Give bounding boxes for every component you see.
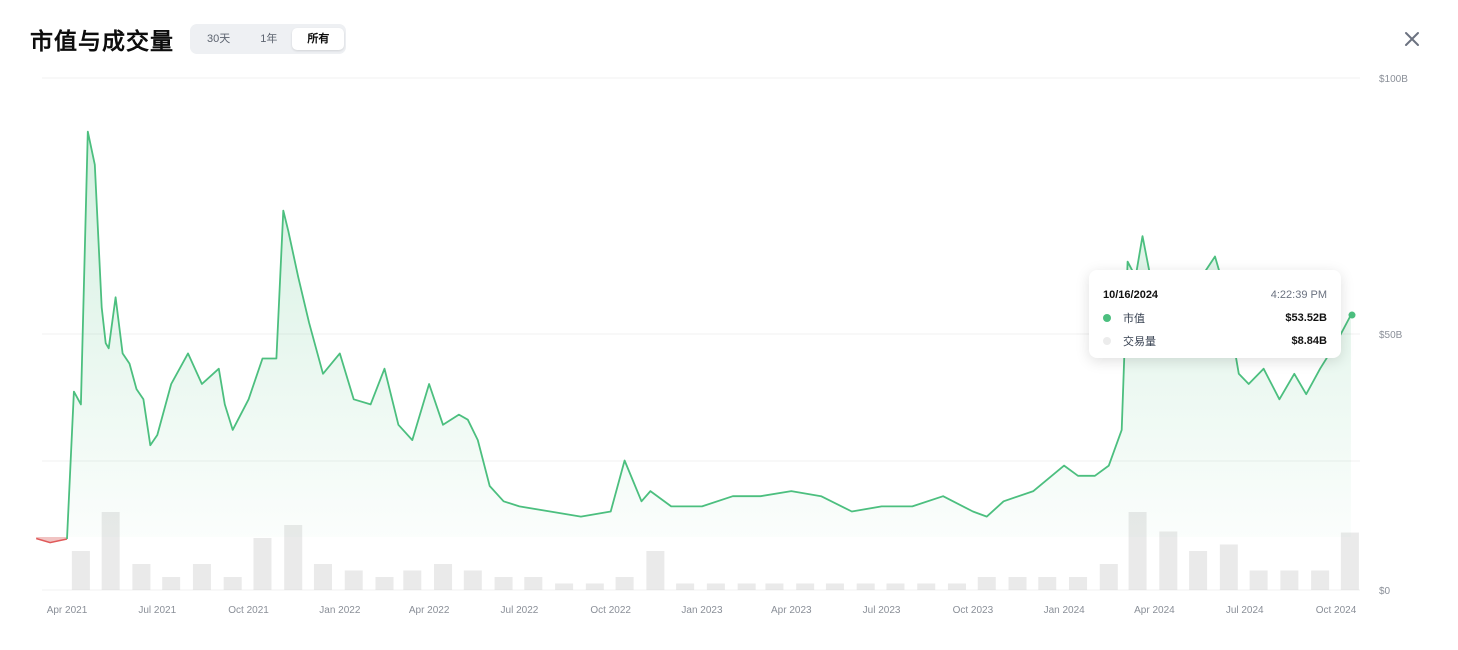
volume-bar: [1340, 532, 1359, 590]
y-tick-label: $100B: [1379, 74, 1408, 85]
volume-bar: [192, 564, 211, 590]
volume-bar: [947, 583, 966, 590]
hover-point: [1348, 311, 1356, 319]
volume-bar: [765, 583, 784, 590]
volume-bar: [796, 583, 815, 590]
volume-bar: [706, 583, 725, 590]
volume-legend-dot: [1103, 336, 1111, 345]
volume-bar: [1159, 531, 1178, 590]
volume-bar: [585, 583, 604, 590]
time-range-selector: 30天 1年 所有: [190, 24, 347, 54]
volume-bar: [463, 570, 482, 590]
close-icon[interactable]: [1400, 27, 1424, 51]
volume-bar: [886, 583, 905, 590]
negative-area: [36, 537, 67, 543]
tooltip-volume-label: 交易量: [1123, 335, 1156, 348]
market-cap-area: [36, 131, 1351, 543]
x-tick-label: Oct 2023: [953, 605, 994, 616]
volume-bar: [284, 525, 303, 590]
x-tick-label: Jul 2024: [1226, 605, 1264, 616]
x-tick-label: Apr 2023: [771, 605, 812, 616]
x-tick-label: Jan 2022: [319, 605, 361, 616]
volume-bar: [676, 583, 695, 590]
volume-bar: [555, 583, 574, 590]
volume-bar: [162, 577, 181, 590]
volume-bar: [344, 570, 363, 590]
volume-bar: [434, 564, 453, 590]
tooltip-market-cap-label: 市值: [1123, 312, 1145, 325]
volume-bar: [1280, 570, 1299, 590]
volume-bar: [494, 577, 513, 590]
volume-bar: [313, 564, 332, 590]
x-tick-label: Oct 2021: [228, 605, 269, 616]
chart-header: 市值与成交量 30天 1年 所有: [30, 22, 347, 56]
volume-bar: [253, 538, 272, 590]
range-1y-button[interactable]: 1年: [260, 33, 278, 45]
tooltip-date: 10/16/2024: [1103, 288, 1159, 301]
volume-bar: [1099, 564, 1118, 590]
volume-bar: [132, 564, 151, 590]
volume-bar: [71, 551, 90, 590]
range-30d-button[interactable]: 30天: [207, 33, 231, 45]
volume-bar: [646, 551, 665, 590]
volume-bar: [1219, 544, 1238, 590]
x-tick-label: Apr 2024: [1134, 605, 1175, 616]
volume-bar: [403, 570, 422, 590]
tooltip-volume-value: $8.84B: [1291, 334, 1327, 347]
chart-title: 市值与成交量: [30, 28, 174, 54]
volume-bar: [737, 583, 756, 590]
x-tick-label: Jan 2023: [681, 605, 723, 616]
volume-bar: [615, 577, 634, 590]
range-all-button[interactable]: 所有: [292, 28, 345, 50]
tooltip-market-cap-value: $53.52B: [1285, 311, 1327, 324]
x-tick-label: Jul 2023: [863, 605, 901, 616]
volume-bar: [1038, 577, 1057, 590]
y-tick-label: $50B: [1379, 330, 1403, 341]
volume-bar: [1008, 577, 1027, 590]
volume-bar: [1189, 551, 1208, 590]
x-tick-label: Oct 2022: [590, 605, 631, 616]
x-tick-label: Apr 2022: [409, 605, 450, 616]
x-tick-label: Apr 2021: [47, 605, 88, 616]
hover-tooltip: 10/16/2024 4:22:39 PM 市值 $53.52B 交易量 $8.…: [1089, 270, 1341, 358]
volume-bar: [1249, 570, 1268, 590]
x-tick-label: Jan 2024: [1044, 605, 1086, 616]
volume-bar: [917, 583, 936, 590]
x-tick-label: Jul 2021: [138, 605, 176, 616]
y-tick-label: $0: [1379, 586, 1391, 597]
x-tick-label: Jul 2022: [501, 605, 539, 616]
volume-bar: [375, 577, 394, 590]
volume-bar: [856, 583, 875, 590]
volume-bar: [825, 583, 844, 590]
volume-bar: [977, 577, 996, 590]
tooltip-time: 4:22:39 PM: [1270, 288, 1327, 301]
x-tick-label: Oct 2024: [1316, 605, 1357, 616]
market-cap-legend-dot: [1103, 313, 1111, 322]
volume-bar: [1311, 570, 1330, 590]
volume-bar: [1069, 577, 1088, 590]
negative-line: [35, 537, 68, 544]
volume-bar: [524, 577, 543, 590]
volume-bar: [223, 577, 242, 590]
